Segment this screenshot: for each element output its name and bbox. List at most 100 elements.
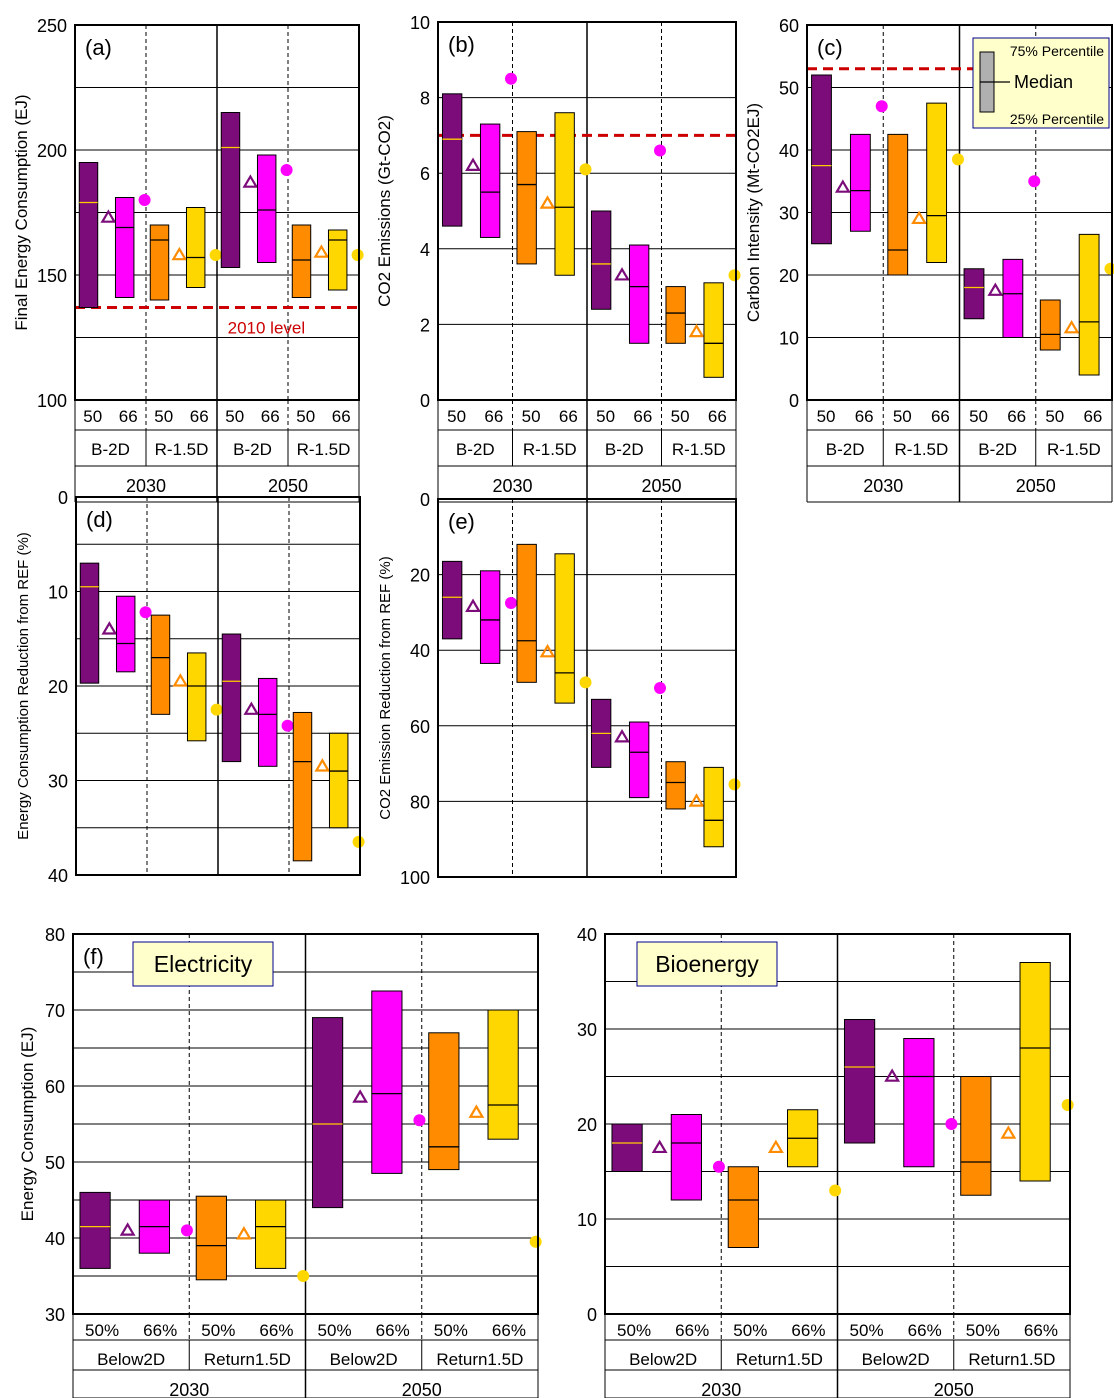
scenario-label: B-2D — [233, 440, 272, 459]
scenario-label: B-2D — [605, 440, 644, 459]
box-bar — [703, 766, 724, 848]
box-bar — [115, 595, 136, 673]
scenario-label: Below2D — [862, 1350, 930, 1369]
y-tick-label: 40 — [779, 141, 799, 161]
y-tick-label: 250 — [37, 16, 67, 36]
scenario-label: R-1.5D — [155, 440, 209, 459]
x-tick-label: 50 — [83, 407, 102, 426]
axis-table: 50 66 50 66 50 66 50 66 B-2D R-1.5D B-2D R-1.5D 2030… — [806, 400, 1113, 503]
plot-frame — [75, 496, 361, 876]
panel-label: (e) — [448, 509, 475, 534]
scenario-label: Below2D — [330, 1350, 398, 1369]
plot-frame — [437, 498, 737, 878]
y-tick-label: 50 — [779, 79, 799, 99]
scenario-label: Below2D — [97, 1350, 165, 1369]
box-bar — [371, 990, 403, 1174]
box-bar — [1078, 233, 1100, 376]
y-tick-label: 4 — [420, 240, 430, 260]
x-tick-label: 66 — [855, 407, 874, 426]
x-tick-label: 66 — [484, 407, 503, 426]
year-label: 2050 — [641, 476, 681, 496]
box-bar — [665, 286, 686, 344]
axis-table: 50% 66% 50% 66% 50% 66% 50% 66% Below2D Return1.5… — [72, 1314, 539, 1398]
y-tick-label: 10 — [577, 1210, 597, 1230]
y-tick-label: 40 — [45, 1229, 65, 1249]
triangle-marker — [468, 1104, 485, 1118]
panel-label: (c) — [817, 35, 843, 60]
box-bar — [256, 154, 277, 263]
y-tick-label: 200 — [37, 141, 67, 161]
y-axis-label: CO2 Emission Reduction from REF (%) — [377, 556, 394, 819]
dot-marker — [579, 163, 592, 176]
dot-marker — [209, 249, 222, 261]
box-bar — [328, 732, 349, 829]
y-tick-label: 80 — [45, 925, 65, 945]
box-bar — [843, 1019, 876, 1144]
box-bar — [428, 1032, 460, 1171]
y-tick-label: 60 — [779, 16, 799, 36]
box-bar — [479, 570, 501, 664]
y-tick-label: 8 — [420, 89, 430, 109]
x-tick-label: 50 — [671, 407, 690, 426]
box-bar — [291, 224, 312, 298]
x-tick-label: 50 — [447, 407, 466, 426]
box-bar — [195, 1195, 227, 1281]
panel-f: 30 40 50 60 70 80 Energy Consumption (EJ) (f) El… — [18, 925, 542, 1398]
box-bar — [628, 721, 650, 799]
dot-marker — [654, 144, 667, 157]
x-tick-label: 66 — [931, 407, 950, 426]
x-tick-label: 50% — [434, 1321, 468, 1340]
dot-marker — [579, 676, 592, 689]
panel-title-box — [636, 941, 778, 987]
box-bar — [516, 131, 537, 265]
triangle-marker — [242, 174, 259, 188]
x-tick-label: 66% — [143, 1321, 177, 1340]
triangle-marker — [987, 282, 1004, 296]
box-bar — [441, 93, 463, 227]
y-axis-label: Final Energy Consumption (EJ) — [12, 94, 31, 330]
scenario-label: Return1.5D — [204, 1350, 291, 1369]
scenario-label: B-2D — [978, 440, 1017, 459]
dot-marker — [654, 682, 667, 694]
dot-marker — [281, 719, 294, 732]
panel-label: (d) — [86, 507, 113, 532]
box-bar — [926, 102, 948, 263]
box-bar — [487, 1009, 519, 1140]
y-tick-label: 30 — [45, 1305, 65, 1325]
x-tick-label: 50 — [817, 407, 836, 426]
x-tick-label: 66% — [791, 1321, 825, 1340]
x-tick-label: 50 — [154, 407, 173, 426]
box-bar — [611, 1123, 643, 1172]
triangle-marker — [834, 179, 851, 193]
scenario-label: Below2D — [629, 1350, 697, 1369]
triangle-marker — [313, 244, 330, 258]
dot-marker — [297, 1270, 310, 1282]
y-tick-label: 40 — [410, 641, 430, 661]
dot-marker — [180, 1224, 193, 1237]
axis-table: 50 66 50 66 50 66 50 66 B-2D R-1.5D B-2D R-1.5D 2030… — [437, 400, 737, 503]
triangle-marker — [767, 1139, 784, 1154]
y-tick-label: 0 — [587, 1305, 597, 1325]
triangle-marker — [1000, 1125, 1017, 1139]
y-tick-label: 50 — [45, 1153, 65, 1173]
box-bar — [220, 112, 241, 268]
year-label: 2050 — [934, 1380, 974, 1398]
triangle-marker — [314, 758, 331, 772]
y-tick-label: 0 — [420, 490, 430, 510]
y-tick-label: 20 — [779, 266, 799, 286]
y-tick-label: 100 — [37, 391, 67, 411]
x-tick-label: 50% — [617, 1321, 651, 1340]
panel-label: (b) — [448, 32, 475, 57]
dot-marker — [945, 1118, 958, 1130]
box-bar — [670, 1114, 702, 1201]
dot-marker — [210, 703, 223, 716]
box-bar — [887, 133, 909, 276]
box-bar — [554, 112, 575, 276]
x-tick-label: 50 — [596, 407, 615, 426]
y-tick-label: 40 — [48, 866, 68, 886]
scenario-label: B-2D — [91, 440, 130, 459]
dot-marker — [413, 1114, 426, 1127]
legend: 75% Percentile Median 25% Percentile — [972, 37, 1110, 129]
panel-title-box — [132, 941, 274, 987]
y-tick-label: 10 — [48, 583, 68, 603]
